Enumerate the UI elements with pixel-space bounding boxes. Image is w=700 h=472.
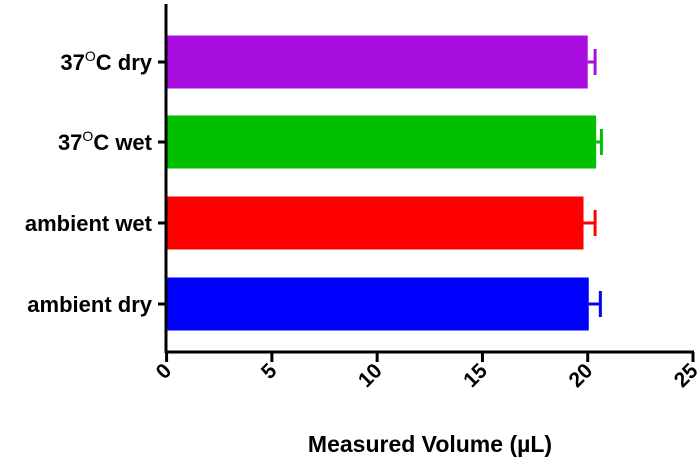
x-tick-label: 15 — [459, 359, 492, 392]
x-tick-label: 20 — [564, 359, 597, 392]
x-tick-label: 25 — [670, 359, 700, 392]
x-tick-label: 5 — [257, 359, 282, 384]
bar — [166, 115, 597, 169]
y-tick-label: ambient wet — [25, 211, 153, 236]
x-tick-label: 0 — [152, 359, 177, 384]
x-tick-label: 10 — [354, 359, 387, 392]
bar — [166, 277, 589, 331]
x-axis-title: Measured Volume (µL) — [308, 431, 552, 457]
y-tick-label: 37OC wet — [58, 128, 153, 155]
bar — [166, 35, 588, 89]
bar — [166, 196, 584, 250]
y-tick-label: ambient dry — [27, 292, 152, 317]
y-tick-label: 37OC dry — [60, 48, 152, 75]
